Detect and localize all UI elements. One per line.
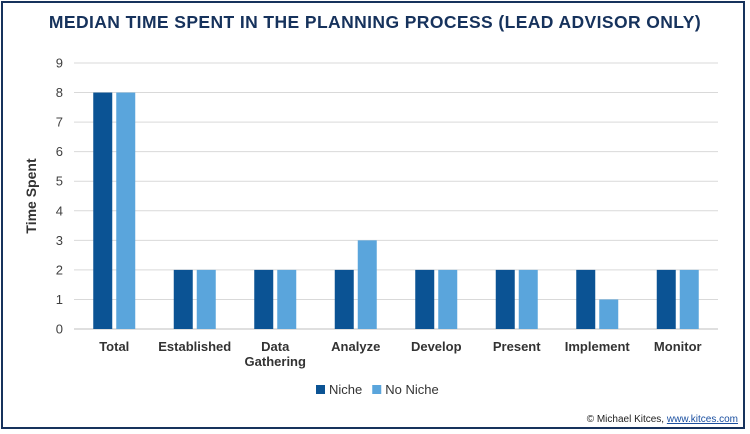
legend-swatch [372, 385, 382, 394]
chart-title: MEDIAN TIME SPENT IN THE PLANNING PROCES… [48, 12, 702, 32]
bar-niche [93, 92, 113, 329]
bar-no-niche [518, 269, 538, 329]
legend-label: Niche [329, 382, 362, 397]
legend-swatch [316, 385, 325, 394]
y-tick-label: 0 [56, 322, 63, 337]
y-tick-label: 7 [56, 115, 63, 130]
bar-no-niche [599, 299, 619, 329]
y-tick-label: 1 [56, 292, 63, 307]
bar-niche [334, 269, 354, 329]
bar-no-niche [116, 92, 136, 329]
y-tick-label: 9 [56, 56, 63, 71]
bar-niche [576, 269, 596, 329]
bar-no-niche [438, 269, 458, 329]
bar-niche [495, 269, 515, 329]
y-tick-label: 6 [56, 144, 63, 159]
bar-niche [173, 269, 193, 329]
bar-niche [415, 269, 435, 329]
y-tick-label: 2 [56, 262, 63, 277]
x-tick-label: Develop [411, 339, 462, 354]
bar-no-niche [196, 269, 216, 329]
y-tick-label: 4 [56, 203, 63, 218]
x-tick-label: Implement [565, 339, 631, 354]
legend-label: No Niche [385, 382, 438, 397]
y-tick-label: 3 [56, 233, 63, 248]
bar-niche [656, 269, 676, 329]
bar-no-niche [357, 240, 377, 329]
x-tick-label: Data [261, 339, 290, 354]
y-tick-label: 5 [56, 174, 63, 189]
credit-line: © Michael Kitces, www.kitces.com [587, 414, 738, 425]
x-tick-label: Monitor [654, 339, 702, 354]
credit-link[interactable]: www.kitces.com [666, 414, 738, 425]
y-tick-label: 8 [56, 85, 63, 100]
bar-niche [254, 269, 274, 329]
y-axis-label: Time Spent [23, 158, 39, 234]
bar-no-niche [277, 269, 297, 329]
bar-no-niche [679, 269, 699, 329]
x-tick-label: Present [493, 339, 541, 354]
x-tick-label: Gathering [245, 354, 306, 369]
x-tick-label: Established [158, 339, 231, 354]
x-tick-label: Total [99, 339, 129, 354]
x-tick-label: Analyze [331, 339, 380, 354]
credit-text: © Michael Kitces, [586, 414, 665, 425]
